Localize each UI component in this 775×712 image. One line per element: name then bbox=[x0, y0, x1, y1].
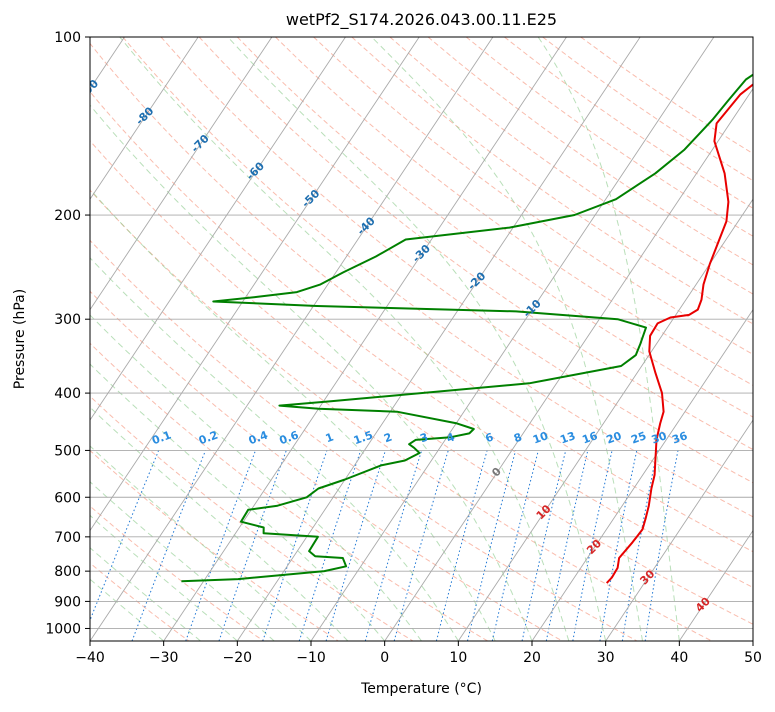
y-axis-label: Pressure (hPa) bbox=[12, 289, 28, 389]
x-tick-label: −40 bbox=[75, 650, 105, 666]
y-tick-label: 200 bbox=[54, 208, 81, 224]
y-tick-label: 1000 bbox=[45, 621, 81, 637]
y-tick-label: 100 bbox=[54, 30, 81, 46]
x-tick-label: 20 bbox=[523, 650, 541, 666]
x-tick-label: 10 bbox=[449, 650, 467, 666]
x-tick-label: −30 bbox=[149, 650, 179, 666]
x-tick-label: 0 bbox=[380, 650, 389, 666]
y-tick-label: 500 bbox=[54, 443, 81, 459]
chart-title: wetPf2_S174.2026.043.00.11.E25 bbox=[286, 10, 557, 30]
x-tick-label: −10 bbox=[296, 650, 326, 666]
x-tick-label: 40 bbox=[670, 650, 688, 666]
y-tick-label: 700 bbox=[54, 530, 81, 546]
y-tick-label: 400 bbox=[54, 386, 81, 402]
y-tick-label: 800 bbox=[54, 564, 81, 580]
y-tick-label: 600 bbox=[54, 490, 81, 506]
x-tick-label: 30 bbox=[597, 650, 615, 666]
x-axis-label: Temperature (°C) bbox=[360, 681, 482, 697]
x-tick-label: 50 bbox=[744, 650, 762, 666]
y-tick-label: 300 bbox=[54, 312, 81, 328]
x-tick-label: −20 bbox=[223, 650, 253, 666]
y-tick-label: 900 bbox=[54, 594, 81, 610]
